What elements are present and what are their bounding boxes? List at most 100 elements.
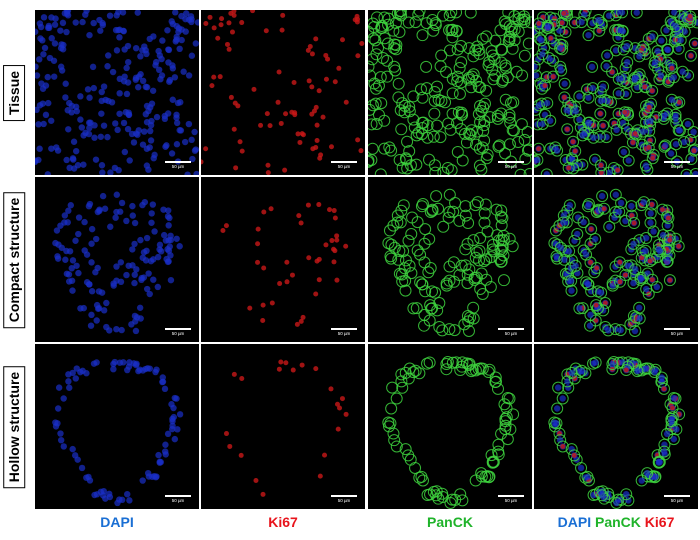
scale-bar-line <box>331 495 357 497</box>
cell-mark <box>564 271 572 278</box>
cell-mark <box>553 147 561 154</box>
cell-mark <box>598 492 606 499</box>
cell-mark <box>654 47 661 55</box>
cell-mark <box>434 60 447 73</box>
cell-mark <box>665 62 678 75</box>
cell-mark <box>505 25 518 38</box>
cell-mark <box>340 37 346 43</box>
scale-bar-label: 50 µm <box>171 164 185 169</box>
cell-mark <box>136 304 144 311</box>
cell-mark <box>44 171 51 175</box>
cell-mark <box>610 496 623 509</box>
cell-mark <box>394 10 407 18</box>
cell-mark <box>544 22 552 30</box>
cell-mark <box>83 251 91 258</box>
cell-mark <box>464 128 477 141</box>
cell-mark <box>559 395 566 402</box>
cell-mark <box>668 96 675 103</box>
cell-mark <box>53 227 61 234</box>
cell-mark <box>284 259 290 265</box>
cell-mark <box>590 491 597 499</box>
cell-mark <box>41 44 49 52</box>
cell-mark <box>313 104 319 110</box>
cell-mark <box>107 169 114 175</box>
cell-mark <box>166 78 173 85</box>
cell-mark <box>176 243 183 250</box>
cell-mark <box>158 72 166 79</box>
cell-mark <box>669 65 675 71</box>
cell-mark <box>490 203 503 216</box>
cell-mark <box>59 19 67 27</box>
scale-bar: 50 µm <box>498 161 524 169</box>
cell-mark <box>36 102 44 109</box>
cell-mark <box>260 302 266 308</box>
cell-mark <box>684 120 692 128</box>
cell-mark <box>446 107 459 120</box>
cell-mark <box>632 131 638 137</box>
cell-mark <box>101 205 109 212</box>
cell-mark <box>343 99 349 105</box>
cell-mark <box>619 359 626 366</box>
cell-mark <box>600 60 613 73</box>
cell-mark <box>456 154 469 167</box>
cell-mark <box>577 216 590 229</box>
cell-mark <box>448 275 461 288</box>
cell-mark <box>399 443 412 456</box>
cell-mark <box>134 10 141 16</box>
cell-mark <box>250 10 256 14</box>
cell-mark <box>231 126 237 132</box>
cell-mark <box>572 108 580 115</box>
micrograph-hollow-panck: 50 µm <box>368 344 532 509</box>
cell-mark <box>588 241 594 247</box>
column-label-ki67: Ki67 <box>268 514 298 530</box>
cell-mark <box>591 235 599 243</box>
cell-mark <box>426 302 439 315</box>
cell-mark <box>503 33 516 46</box>
cell-mark <box>331 246 337 252</box>
cell-mark <box>580 276 593 289</box>
cell-mark <box>150 155 157 162</box>
cell-mark <box>296 213 302 219</box>
cell-mark <box>223 223 229 229</box>
cell-mark <box>60 395 67 402</box>
cell-mark <box>671 10 678 16</box>
micrograph-compact-panck: 50 µm <box>368 177 532 342</box>
cell-mark <box>75 214 83 221</box>
cell-mark <box>368 118 378 131</box>
micrograph-image <box>223 359 349 497</box>
cell-mark <box>595 17 608 30</box>
cell-mark <box>605 12 613 19</box>
cell-mark <box>61 212 69 219</box>
cell-mark <box>156 458 163 465</box>
scale-bar: 50 µm <box>664 495 690 503</box>
cell-mark <box>57 27 64 34</box>
cell-mark <box>539 120 546 128</box>
cell-mark <box>170 404 177 412</box>
cell-mark <box>123 217 130 225</box>
cell-mark <box>158 55 165 63</box>
cell-mark <box>209 83 215 89</box>
cell-mark <box>446 31 459 44</box>
cell-mark <box>515 118 528 131</box>
cell-mark <box>462 71 475 84</box>
cell-mark <box>403 362 416 375</box>
cell-mark <box>130 139 138 146</box>
cell-mark <box>639 255 645 261</box>
cell-mark <box>167 276 175 284</box>
cell-mark <box>603 220 616 233</box>
cell-mark <box>124 125 132 133</box>
cell-mark <box>437 10 450 22</box>
cell-mark <box>609 260 622 273</box>
cell-mark <box>317 155 323 161</box>
cell-mark <box>386 381 399 394</box>
scale-bar-label: 50 µm <box>504 331 518 336</box>
cell-mark <box>135 367 142 375</box>
cell-mark <box>401 162 414 175</box>
cell-mark <box>369 97 382 110</box>
cell-mark <box>409 364 422 377</box>
cell-mark <box>506 240 519 253</box>
cell-mark <box>203 146 209 152</box>
cell-mark <box>63 28 70 36</box>
cell-mark <box>561 256 568 263</box>
cell-mark <box>65 126 72 133</box>
